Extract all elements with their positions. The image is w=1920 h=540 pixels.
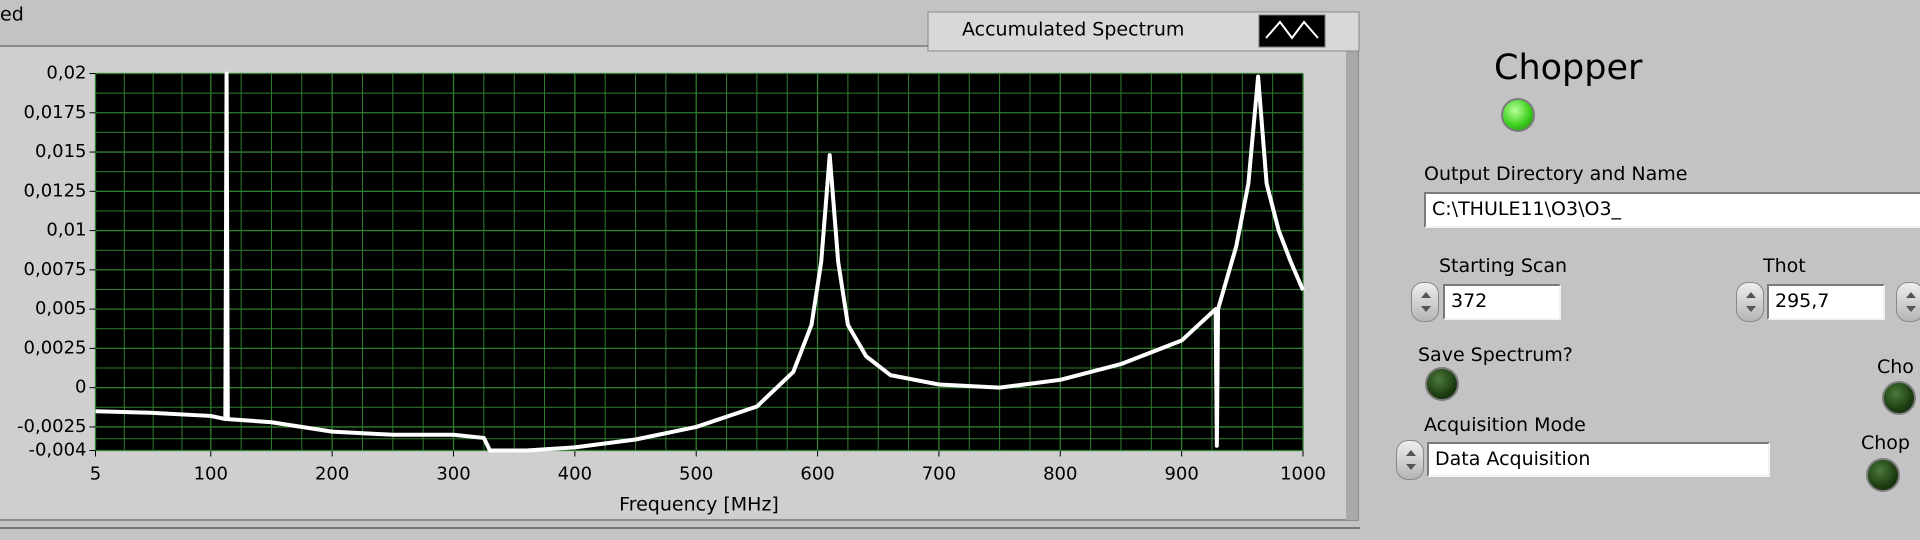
x-tick-label: 300	[436, 464, 470, 485]
x-tick-label: 100	[194, 464, 228, 485]
output-label: Output Directory and Name	[1424, 163, 1688, 185]
graph-edge	[1346, 46, 1358, 520]
output-field[interactable]: C:\THULE11\O3\O3_	[1424, 192, 1920, 228]
plot-area	[95, 73, 1303, 451]
start-field[interactable]: 372	[1443, 284, 1561, 320]
x-axis-label: Frequency [MHz]	[619, 494, 779, 516]
x-tick-label: 400	[558, 464, 592, 485]
thot-field[interactable]: 295,7	[1767, 284, 1885, 320]
legend-swatch	[1258, 14, 1326, 48]
spectrum-line	[95, 71, 1305, 453]
legend-icon	[1265, 20, 1319, 40]
y-tick-label: 0,015	[35, 141, 87, 162]
thot-spinner[interactable]	[1736, 282, 1764, 322]
y-tick-label: 0,0125	[24, 180, 87, 201]
x-tick-label: 900	[1164, 464, 1198, 485]
y-tick-label: 0	[75, 377, 86, 398]
y-tick-label: -0,004	[28, 440, 86, 461]
x-tick-label: 500	[679, 464, 713, 485]
mode-spinner[interactable]	[1396, 440, 1424, 480]
x-tick-label: 1000	[1280, 464, 1326, 485]
x-tick-label: 5	[90, 464, 101, 485]
cho-label: Cho	[1877, 356, 1914, 378]
y-tick-label: 0,02	[46, 63, 86, 84]
y-tick-label: 0,01	[46, 220, 86, 241]
mode-field[interactable]: Data Acquisition	[1427, 442, 1770, 477]
y-tick-label: 0,0175	[24, 102, 87, 123]
chop-led[interactable]	[1866, 458, 1900, 492]
thot-label: Thot	[1763, 255, 1806, 277]
y-tick-label: 0,0025	[24, 337, 87, 358]
chop-label: Chop	[1861, 432, 1910, 454]
save-led[interactable]	[1425, 367, 1459, 401]
y-tick-label: -0,0025	[17, 416, 86, 437]
corner-text: ed	[0, 4, 24, 26]
x-tick-label: 800	[1043, 464, 1077, 485]
cho-led[interactable]	[1882, 381, 1916, 415]
x-tick-label: 700	[922, 464, 956, 485]
y-tick-label: 0,005	[35, 298, 87, 319]
extra-spinner[interactable]	[1896, 282, 1920, 322]
y-tick-label: 0,0075	[24, 259, 87, 280]
mode-label: Acquisition Mode	[1424, 414, 1586, 436]
x-tick-label: 200	[315, 464, 349, 485]
start-spinner[interactable]	[1411, 282, 1439, 322]
chopper-led[interactable]	[1501, 98, 1535, 132]
graph: ed Accumulated Spectrum 5 100 200 300 400 500…	[0, 4, 1360, 529]
start-label: Starting Scan	[1439, 255, 1568, 277]
x-tick-label: 600	[800, 464, 834, 485]
save-label: Save Spectrum?	[1418, 344, 1573, 366]
legend-label: Accumulated Spectrum	[962, 19, 1184, 41]
chopper-title: Chopper	[1494, 48, 1643, 88]
